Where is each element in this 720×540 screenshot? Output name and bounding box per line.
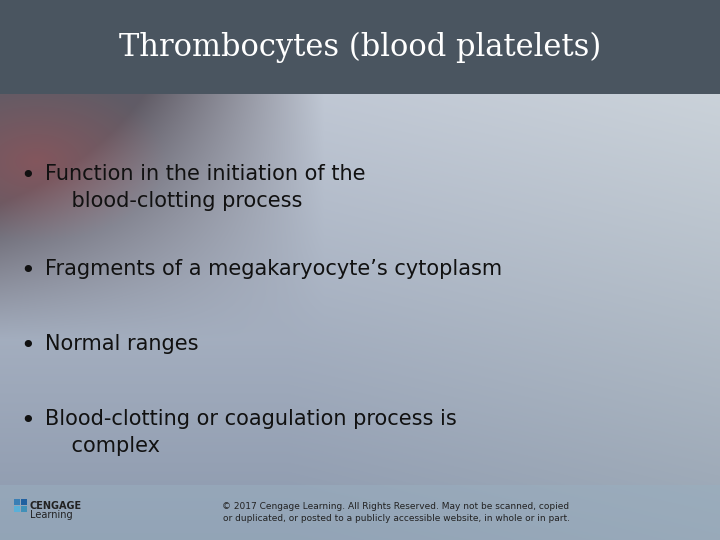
Text: Fragments of a megakaryocyte’s cytoplasm: Fragments of a megakaryocyte’s cytoplasm xyxy=(45,259,502,279)
Text: CENGAGE: CENGAGE xyxy=(30,501,82,511)
Text: Function in the initiation of the
    blood-clotting process: Function in the initiation of the blood-… xyxy=(45,164,366,211)
FancyBboxPatch shape xyxy=(0,485,720,540)
FancyBboxPatch shape xyxy=(21,506,27,512)
Text: •: • xyxy=(21,259,35,283)
Text: •: • xyxy=(21,409,35,433)
Text: Normal ranges: Normal ranges xyxy=(45,334,199,354)
FancyBboxPatch shape xyxy=(14,506,20,512)
Text: •: • xyxy=(21,334,35,358)
Text: •: • xyxy=(21,164,35,188)
Text: Blood-clotting or coagulation process is
    complex: Blood-clotting or coagulation process is… xyxy=(45,409,456,456)
Text: © 2017 Cengage Learning. All Rights Reserved. May not be scanned, copied
or dupl: © 2017 Cengage Learning. All Rights Rese… xyxy=(222,502,570,523)
FancyBboxPatch shape xyxy=(14,499,20,505)
FancyBboxPatch shape xyxy=(21,499,27,505)
Text: Learning: Learning xyxy=(30,510,73,520)
FancyBboxPatch shape xyxy=(0,0,720,94)
Text: Thrombocytes (blood platelets): Thrombocytes (blood platelets) xyxy=(119,31,601,63)
